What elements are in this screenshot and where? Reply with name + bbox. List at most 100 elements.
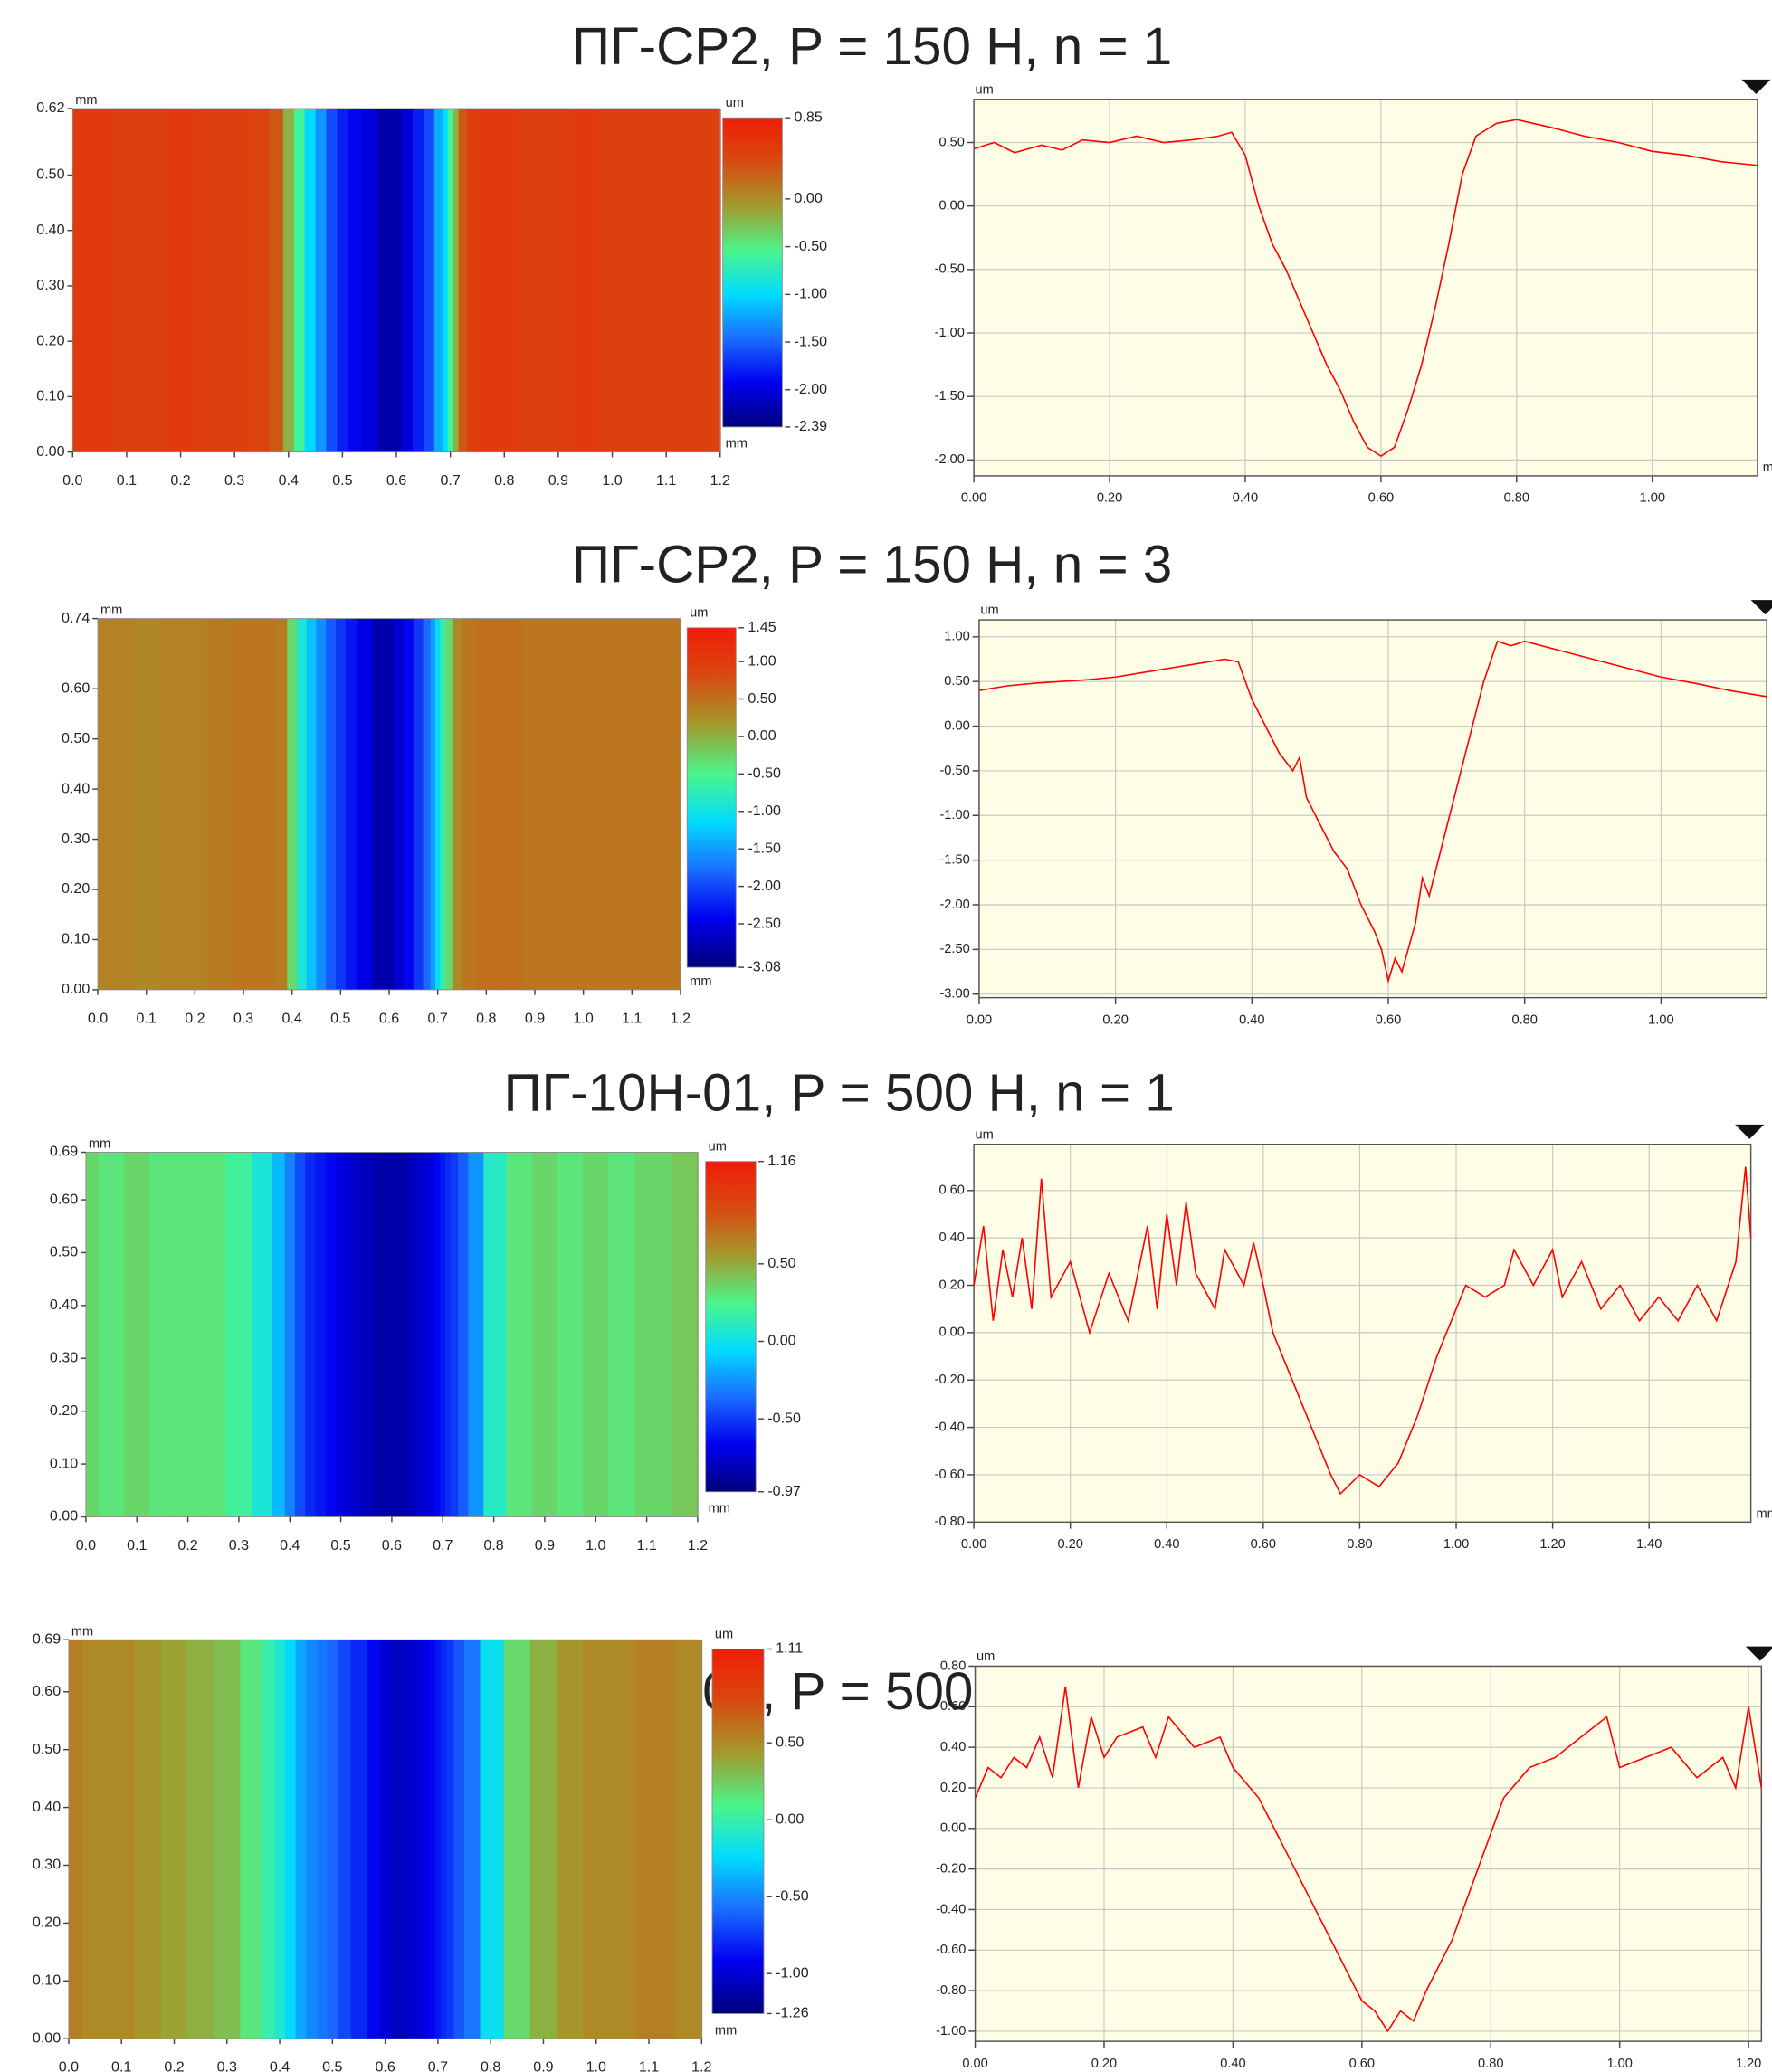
- x-tick-label: 0.60: [1376, 1012, 1401, 1027]
- colorbar-tick-label: -1.00: [776, 1965, 809, 1982]
- map-column: [609, 1640, 637, 2039]
- map-column: [248, 109, 271, 452]
- x-tick-label: 1.00: [1648, 1012, 1673, 1027]
- x-tick-label: 0.80: [1504, 491, 1529, 506]
- y-axis-unit: mm: [100, 604, 122, 618]
- x-tick-label: 0.2: [185, 1010, 205, 1026]
- map-column: [442, 109, 449, 452]
- map-column: [374, 1152, 388, 1517]
- x-tick-label: 0.2: [164, 2059, 184, 2072]
- y-tick-label: 0.30: [33, 1857, 61, 1873]
- y-tick-label: 0.00: [944, 718, 969, 733]
- map-column: [433, 109, 443, 452]
- map-column: [452, 618, 463, 990]
- colorbar-tick-label: 1.45: [748, 619, 776, 635]
- map-column: [108, 1640, 136, 2039]
- y-tick-label: 0.80: [940, 1659, 966, 1673]
- map-column: [498, 618, 524, 990]
- x-tick-label: 0.3: [217, 2059, 237, 2072]
- map-column: [423, 109, 435, 452]
- map-column: [635, 1640, 677, 2039]
- map-column: [261, 1640, 276, 2039]
- colorbar-tick-label: 0.00: [795, 190, 823, 206]
- map-column: [194, 109, 223, 452]
- map-column: [214, 1640, 242, 2039]
- y-tick-label: -2.00: [935, 452, 965, 467]
- y-tick-label: -1.50: [935, 389, 965, 404]
- x-tick-label: 1.1: [622, 1010, 642, 1026]
- map-column: [304, 109, 317, 452]
- y-tick-label: 0.00: [62, 981, 90, 997]
- y-tick-label: 0.40: [62, 780, 90, 796]
- y-axis-unit: mm: [75, 93, 97, 108]
- map-column: [557, 1152, 585, 1517]
- map-column: [468, 1152, 485, 1517]
- map-column: [274, 1640, 286, 2039]
- y-tick-label: 0.40: [33, 1799, 61, 1815]
- map-column: [692, 109, 721, 452]
- colorbar-tick-label: 0.50: [767, 1255, 795, 1271]
- colorbar: [722, 117, 783, 428]
- x-tick-label: 0.9: [525, 1010, 545, 1026]
- map-column: [653, 109, 694, 452]
- colorbar-tick-label: -3.08: [748, 958, 781, 974]
- map-column: [72, 109, 88, 452]
- y-tick-label: 0.60: [62, 680, 90, 696]
- colorbar-tick-label: -0.50: [748, 765, 781, 782]
- y-tick-label: 0.00: [50, 1508, 78, 1525]
- y-tick-label: 0.50: [944, 674, 969, 689]
- x-tick-label: 0.4: [280, 1537, 300, 1554]
- y-tick-label: 0.30: [50, 1350, 78, 1366]
- x-tick-label: 0.8: [483, 1537, 503, 1554]
- map-column: [255, 618, 276, 990]
- map-column: [422, 1640, 432, 2039]
- map-column: [445, 1152, 452, 1517]
- marker-triangle: [1735, 1124, 1765, 1139]
- map-column: [379, 1640, 392, 2039]
- x-tick-label: 0.00: [961, 1537, 986, 1552]
- x-tick-label: 0.0: [62, 472, 82, 489]
- map-column: [427, 1152, 436, 1517]
- plot-area: [974, 99, 1758, 476]
- map-column: [294, 1152, 307, 1517]
- x-tick-label: 0.5: [332, 472, 352, 489]
- map-column: [274, 618, 289, 990]
- x-tick-label: 0.80: [1478, 2057, 1503, 2071]
- map-column: [160, 1640, 188, 2039]
- map-column: [287, 618, 298, 990]
- map-column: [346, 1152, 360, 1517]
- map-column: [284, 1152, 296, 1517]
- y-axis-unit: mm: [71, 1624, 93, 1639]
- x-tick-label: 0.80: [1347, 1537, 1372, 1552]
- map-column: [434, 618, 442, 990]
- colorbar-unit: um: [690, 606, 708, 621]
- map-column: [518, 109, 546, 452]
- x-tick-label: 0.7: [428, 2059, 448, 2072]
- chart-title: ПГ-СР2, P = 150 Н, n = 3: [572, 536, 1172, 594]
- plot-frame: [973, 99, 1758, 477]
- map-column: [483, 1152, 508, 1517]
- map-column: [608, 1152, 635, 1517]
- x-tick-label: 1.0: [586, 1537, 605, 1554]
- map-column: [110, 618, 136, 990]
- x-tick-label: 0.40: [1233, 491, 1258, 506]
- map-column: [316, 1640, 329, 2039]
- x-tick-label: 0.5: [330, 1010, 350, 1026]
- x-tick-label: 0.3: [229, 1537, 249, 1554]
- map-column: [417, 1152, 429, 1517]
- colorbar-tick-label: -1.00: [748, 803, 781, 819]
- colorbar: [705, 1161, 757, 1493]
- y-tick-label: -3.00: [939, 987, 969, 1002]
- map-column: [522, 618, 548, 990]
- x-tick-label: 0.5: [322, 2059, 342, 2072]
- y-tick-label: 0.20: [62, 880, 90, 897]
- map-column: [656, 618, 681, 990]
- x-tick-label: 0.8: [494, 472, 514, 489]
- map-column: [464, 1640, 481, 2039]
- colorbar-unit: um: [709, 1140, 727, 1155]
- colorbar: [711, 1649, 765, 2014]
- y-tick-label: 0.00: [33, 2029, 61, 2046]
- x-tick-label: 1.1: [639, 2059, 659, 2072]
- map-column: [466, 109, 479, 452]
